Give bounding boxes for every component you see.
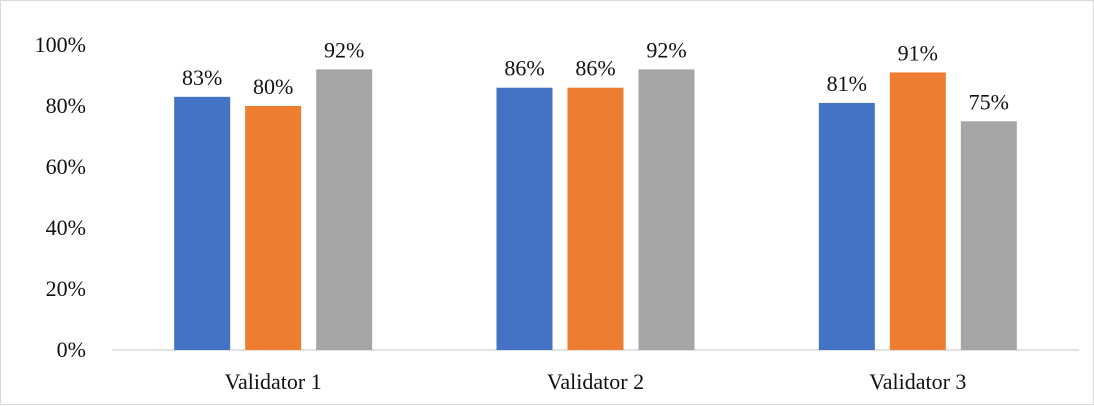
bar (174, 96, 231, 350)
bars-layer (174, 69, 1017, 351)
x-axis-ticks: Validator 1 Validator 2 Validator 3 (225, 369, 967, 394)
bar (496, 87, 553, 350)
bar (960, 121, 1017, 350)
y-tick-label: 0% (57, 337, 86, 362)
x-tick-label: Validator 3 (869, 369, 966, 394)
bar (567, 87, 624, 350)
bar (818, 102, 875, 350)
data-label: 92% (324, 37, 364, 62)
data-label: 83% (182, 65, 222, 90)
data-label: 86% (504, 56, 544, 81)
labels-layer: 83% 80% 92% 86% 86% 92% 81% 91% 75% (182, 37, 1009, 114)
y-tick-label: 80% (46, 93, 86, 118)
data-label: 91% (898, 40, 938, 65)
data-label: 80% (253, 74, 293, 99)
x-tick-label: Validator 1 (225, 369, 322, 394)
bar (638, 69, 695, 351)
y-tick-label: 60% (46, 154, 86, 179)
x-tick-label: Validator 2 (547, 369, 644, 394)
data-label: 81% (827, 71, 867, 96)
y-tick-label: 20% (46, 276, 86, 301)
data-label: 92% (646, 37, 686, 62)
y-tick-label: 100% (35, 32, 86, 57)
data-label: 75% (969, 89, 1009, 114)
bar (245, 106, 302, 350)
bar (316, 69, 373, 351)
y-tick-label: 40% (46, 215, 86, 240)
data-label: 86% (575, 56, 615, 81)
y-axis-ticks: 0% 20% 40% 60% 80% 100% (35, 32, 86, 362)
bar (889, 72, 946, 350)
